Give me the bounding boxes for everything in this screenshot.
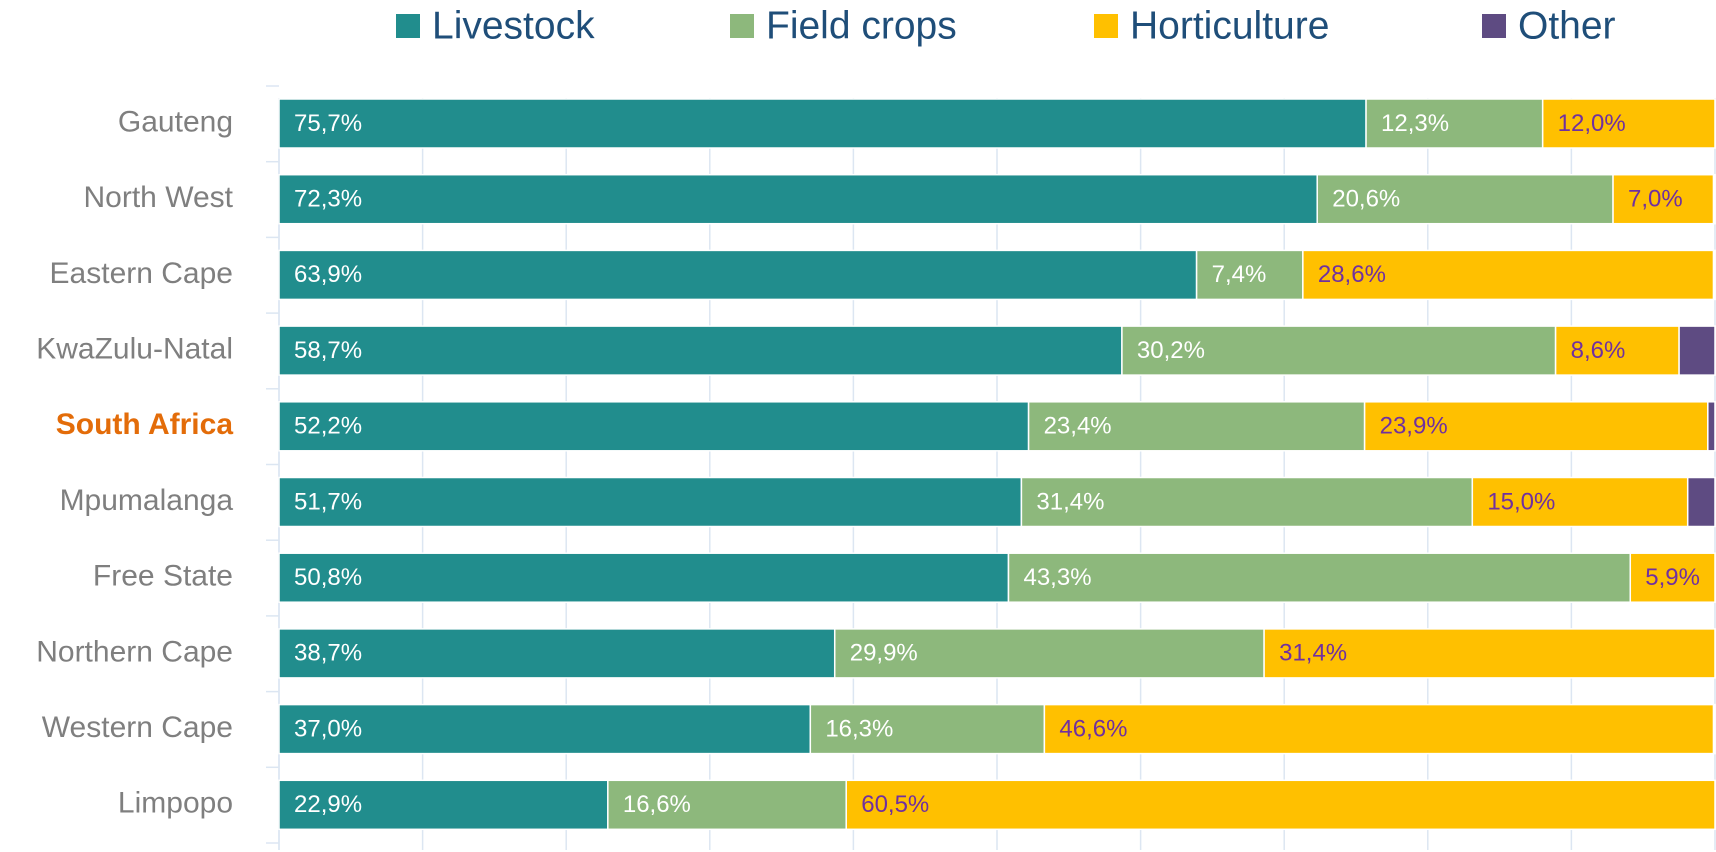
bar-segment [1027,401,1366,452]
category-label: South Africa [56,408,234,441]
legend-swatch [730,14,754,38]
bar-segment [278,476,1023,528]
data-label: 46,6% [1059,715,1127,742]
bar-segment [1302,249,1715,301]
data-label: 29,9% [850,640,918,667]
data-label: 28,6% [1318,261,1386,288]
bar-segment [278,703,812,755]
data-label: 75,7% [294,110,362,137]
bar-segment [1686,476,1716,528]
legend-label: Field crops [766,4,957,47]
data-label: 7,0% [1628,186,1683,213]
bar-segment [1363,401,1709,452]
bar-segment [278,401,1030,452]
data-label: 72,3% [294,186,362,213]
bar-segment [1007,552,1632,603]
bar-segment [278,173,1318,225]
data-label: 38,7% [294,640,362,667]
bar-segment [1020,476,1474,528]
category-label: North West [84,181,234,214]
category-label: Eastern Cape [50,257,233,290]
bar-segment [1471,476,1689,528]
bar-segment [1195,249,1304,301]
data-label: 16,3% [825,715,893,742]
data-label: 7,4% [1212,261,1267,288]
data-label: 58,7% [294,337,362,364]
category-label: Gauteng [118,105,233,138]
bar-segment [278,98,1367,149]
bar-segment [1712,249,1716,301]
bar-segment [1554,325,1680,376]
category-label: Free State [93,560,233,593]
data-label: 12,3% [1381,110,1449,137]
legend-swatch [1482,14,1506,38]
data-label: 22,9% [294,791,362,818]
bar-segment [278,552,1010,603]
bar-segment [1365,98,1544,149]
data-label: 8,6% [1571,337,1626,364]
data-label: 31,4% [1279,640,1347,667]
bar-segment [1707,401,1716,452]
bar-segment [1121,325,1557,376]
data-label: 30,2% [1137,337,1205,364]
bar-segment [278,325,1123,376]
category-label: KwaZulu-Natal [36,333,233,366]
bar-segment [1712,703,1716,755]
data-label: 51,7% [294,488,362,515]
legend-label: Other [1518,4,1616,47]
bar-segment [1541,98,1716,149]
data-label: 20,6% [1332,186,1400,213]
data-label: 23,9% [1380,413,1448,440]
data-label: 43,3% [1023,564,1091,591]
bar-segment [809,703,1046,755]
data-label: 23,4% [1044,413,1112,440]
data-label: 15,0% [1487,488,1555,515]
data-label: 12,0% [1558,110,1626,137]
bar-segment [1629,552,1716,603]
bar-segment [1043,703,1715,755]
category-label: Mpumalanga [60,484,234,517]
data-label: 37,0% [294,715,362,742]
bar-segment [1712,173,1716,225]
bar-segment [1678,325,1716,376]
bar-segment [1612,173,1715,225]
data-label: 63,9% [294,261,362,288]
bar-segment [1263,628,1716,679]
bar-segment [845,779,1716,831]
bar-segment [278,628,836,679]
data-label: 52,2% [294,413,362,440]
legend-swatch [1094,14,1118,38]
data-label: 50,8% [294,564,362,591]
bar-segment [833,628,1265,679]
bar-segment [278,779,609,831]
category-label: Western Cape [42,711,233,744]
data-label: 16,6% [623,791,691,818]
legend-swatch [396,14,420,38]
bar-segment [278,249,1198,301]
legend-label: Horticulture [1130,4,1329,47]
data-label: 31,4% [1036,488,1104,515]
category-label: Limpopo [118,787,233,820]
bar-segment [1316,173,1614,225]
data-label: 5,9% [1645,564,1700,591]
legend-label: Livestock [432,4,595,47]
category-label: Northern Cape [36,635,233,668]
data-label: 60,5% [861,791,929,818]
